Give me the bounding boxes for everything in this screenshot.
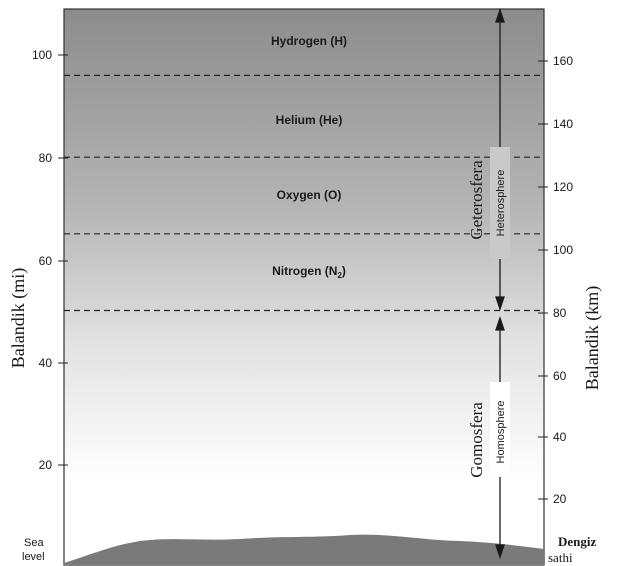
- layer-labels: Hydrogen (H) Helium (He) Oxygen (O) Nitr…: [271, 34, 347, 280]
- layer-label-nitrogen: Nitrogen (N2): [272, 264, 346, 280]
- left-tick-label-80: 80: [39, 151, 53, 165]
- homosphere-arrow-head-up: [495, 315, 505, 331]
- right-tick-label-120: 120: [553, 180, 573, 194]
- left-tick-label-100: 100: [32, 48, 52, 62]
- right-tick-label-80: 80: [553, 306, 567, 320]
- left-tick-label-60: 60: [39, 254, 53, 268]
- left-tick-label-20: 20: [39, 458, 53, 472]
- homosphere-label-backdrop: [490, 382, 510, 477]
- homosphere-label: Homosphere: [495, 401, 507, 464]
- gomosfera-label: Gomosfera: [467, 402, 486, 478]
- right-axis-label: Balandik (km): [582, 286, 603, 390]
- right-tick-label-40: 40: [553, 430, 567, 444]
- layer-label-helium: Helium (He): [276, 113, 343, 127]
- right-sea-level-label: Dengiz sathi: [548, 534, 597, 565]
- left-axis-label: Balandik (mi): [8, 268, 29, 368]
- heterosphere-label: Heterosphere: [495, 170, 507, 237]
- left-sea-level-label: Sea level: [22, 537, 45, 563]
- right-axis: 160 140 120 100 80 60 40 20 Dengiz sathi …: [538, 54, 603, 565]
- right-tick-label-140: 140: [553, 117, 573, 131]
- right-sathi-word: sathi: [548, 550, 573, 565]
- geterosfera-label: Geterosfera: [467, 160, 486, 240]
- heterosphere-label-backdrop: [490, 147, 510, 259]
- left-tick-label-40: 40: [39, 356, 53, 370]
- left-axis: 100 80 60 40 20 Sea level Balandik (mi): [8, 48, 68, 563]
- homosphere-arrow-head-down: [495, 544, 505, 560]
- right-tick-label-160: 160: [553, 54, 573, 68]
- right-tick-label-60: 60: [553, 369, 567, 383]
- plot-area: [63, 8, 545, 566]
- region-labels: Heterosphere Geterosfera Homosphere Gomo…: [467, 147, 510, 478]
- heterosphere-arrow-head-down: [495, 296, 505, 312]
- left-level-word: level: [22, 551, 45, 563]
- heterosphere-arrow-head-up: [495, 7, 505, 23]
- left-sea-word: Sea: [24, 537, 44, 549]
- ground-surface: [64, 534, 544, 565]
- right-tick-label-100: 100: [553, 243, 573, 257]
- right-dengiz-word: Dengiz: [558, 534, 597, 549]
- layer-label-hydrogen: Hydrogen (H): [271, 34, 347, 48]
- layer-boundaries: [64, 74, 544, 312]
- layer-label-oxygen: Oxygen (O): [277, 188, 342, 202]
- right-tick-label-20: 20: [553, 492, 567, 506]
